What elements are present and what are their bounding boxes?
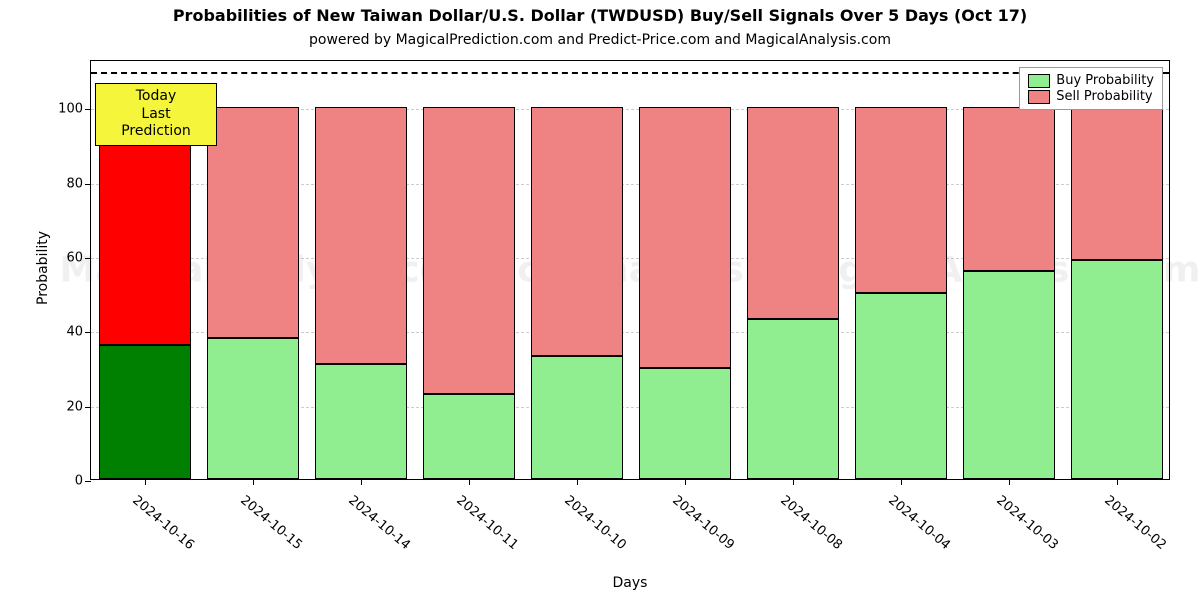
bar-group bbox=[315, 59, 408, 479]
legend-label-buy: Buy Probability bbox=[1056, 73, 1154, 88]
xtick-mark bbox=[361, 479, 362, 485]
ytick-mark bbox=[85, 258, 91, 259]
plot-area: MagicalAnalysis.comMagicalAnalysis.comMa… bbox=[90, 60, 1170, 480]
bar-group bbox=[855, 59, 948, 479]
sell-bar bbox=[315, 107, 408, 363]
y-axis-label: Probability bbox=[35, 231, 51, 305]
xtick-mark bbox=[145, 479, 146, 485]
buy-bar bbox=[855, 293, 948, 479]
xtick-label: 2024-10-04 bbox=[885, 493, 953, 553]
ytick-mark bbox=[85, 407, 91, 408]
today-annotation-line2: Last Prediction bbox=[106, 106, 207, 141]
xtick-label: 2024-10-09 bbox=[669, 493, 737, 553]
ytick-mark bbox=[85, 481, 91, 482]
buy-bar bbox=[1071, 260, 1164, 479]
x-axis-label: Days bbox=[90, 575, 1170, 591]
legend-row-sell: Sell Probability bbox=[1028, 89, 1154, 104]
xtick-mark bbox=[577, 479, 578, 485]
ytick-mark bbox=[85, 109, 91, 110]
ytick-label: 80 bbox=[66, 176, 83, 191]
ytick-mark bbox=[85, 332, 91, 333]
bar-group bbox=[639, 59, 732, 479]
sell-bar bbox=[747, 107, 840, 319]
chart-container: Probabilities of New Taiwan Dollar/U.S. … bbox=[0, 0, 1200, 600]
bar-group bbox=[963, 59, 1056, 479]
buy-bar bbox=[963, 271, 1056, 479]
xtick-mark bbox=[685, 479, 686, 485]
buy-bar bbox=[315, 364, 408, 479]
ytick-label: 0 bbox=[75, 474, 83, 489]
legend-label-sell: Sell Probability bbox=[1056, 89, 1152, 104]
xtick-mark bbox=[253, 479, 254, 485]
buy-bar bbox=[747, 319, 840, 479]
plot-inner: MagicalAnalysis.comMagicalAnalysis.comMa… bbox=[91, 61, 1169, 479]
sell-bar bbox=[207, 107, 300, 337]
legend-swatch-sell bbox=[1028, 90, 1050, 104]
chart-title: Probabilities of New Taiwan Dollar/U.S. … bbox=[0, 6, 1200, 25]
today-annotation-line1: Today bbox=[106, 88, 207, 106]
legend-row-buy: Buy Probability bbox=[1028, 73, 1154, 88]
sell-bar bbox=[531, 107, 624, 356]
xtick-label: 2024-10-15 bbox=[237, 493, 305, 553]
xtick-mark bbox=[469, 479, 470, 485]
buy-bar bbox=[99, 345, 192, 479]
buy-bar bbox=[639, 368, 732, 480]
legend-swatch-buy bbox=[1028, 74, 1050, 88]
sell-bar bbox=[423, 107, 516, 393]
bar-group bbox=[423, 59, 516, 479]
xtick-label: 2024-10-08 bbox=[777, 493, 845, 553]
xtick-label: 2024-10-11 bbox=[453, 493, 521, 553]
ytick-mark bbox=[85, 184, 91, 185]
bar-group bbox=[1071, 59, 1164, 479]
sell-bar bbox=[855, 107, 948, 293]
ytick-label: 40 bbox=[66, 325, 83, 340]
xtick-label: 2024-10-16 bbox=[129, 493, 197, 553]
bar-group bbox=[207, 59, 300, 479]
buy-bar bbox=[423, 394, 516, 479]
sell-bar bbox=[1071, 107, 1164, 259]
xtick-label: 2024-10-03 bbox=[993, 493, 1061, 553]
today-annotation: TodayLast Prediction bbox=[95, 83, 218, 146]
chart-subtitle: powered by MagicalPrediction.com and Pre… bbox=[0, 32, 1200, 48]
ytick-label: 60 bbox=[66, 250, 83, 265]
xtick-mark bbox=[901, 479, 902, 485]
ytick-label: 20 bbox=[66, 399, 83, 414]
ytick-label: 100 bbox=[58, 102, 83, 117]
bar-group bbox=[531, 59, 624, 479]
xtick-mark bbox=[1117, 479, 1118, 485]
xtick-mark bbox=[1009, 479, 1010, 485]
xtick-mark bbox=[793, 479, 794, 485]
sell-bar bbox=[639, 107, 732, 367]
bar-group bbox=[747, 59, 840, 479]
xtick-label: 2024-10-14 bbox=[345, 493, 413, 553]
xtick-label: 2024-10-02 bbox=[1101, 493, 1169, 553]
sell-bar bbox=[963, 107, 1056, 271]
buy-bar bbox=[531, 356, 624, 479]
xtick-label: 2024-10-10 bbox=[561, 493, 629, 553]
buy-bar bbox=[207, 338, 300, 479]
legend: Buy ProbabilitySell Probability bbox=[1019, 67, 1163, 110]
